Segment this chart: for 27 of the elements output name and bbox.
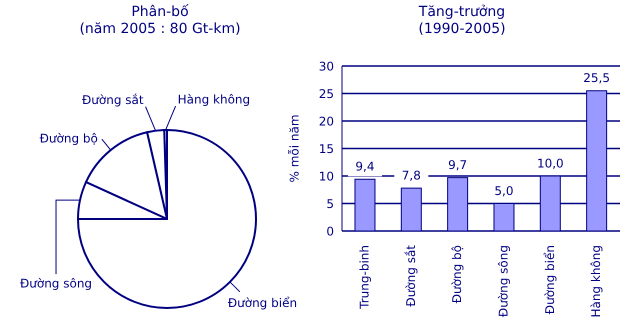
data-label: 7,8: [402, 168, 421, 182]
data-label: 25,5: [583, 71, 610, 86]
x-tick-label: Trung-binh: [357, 245, 372, 310]
chart-title: Tăng-trưởng: [418, 4, 506, 21]
x-tick-label: Đường bộ: [450, 245, 464, 304]
y-tick-label: 10: [318, 169, 334, 184]
y-axis-title: % mỗi năm: [287, 114, 302, 183]
y-tick-label: 20: [318, 114, 334, 128]
data-label: 5,0: [494, 184, 514, 198]
y-tick-label: 15: [318, 142, 334, 156]
data-label: 9,4: [355, 160, 375, 174]
chart-subtitle: (1990-2005): [417, 21, 507, 38]
x-tick-label: Hàng không: [589, 245, 604, 318]
chart-subtitle: (năm 2005 : 80 Gt-km): [78, 21, 242, 38]
y-tick-label: 5: [326, 196, 334, 211]
x-tick-label: Đường sông: [496, 245, 510, 318]
x-tick-label: Đường sắt: [404, 244, 418, 307]
slice-label: Hàng không: [178, 92, 250, 106]
slice-label: Đường bộ: [40, 132, 98, 146]
data-label: 9,7: [448, 158, 468, 172]
data-label: 10,0: [536, 156, 564, 170]
chart-title: Phân-bố: [130, 4, 190, 21]
x-tick-label: Đường biển: [542, 245, 557, 314]
y-tick-label: 25: [318, 86, 334, 101]
slice-label: Đường sắt: [82, 93, 144, 108]
y-tick-label: 30: [318, 59, 334, 74]
y-tick-label: 0: [326, 224, 334, 238]
